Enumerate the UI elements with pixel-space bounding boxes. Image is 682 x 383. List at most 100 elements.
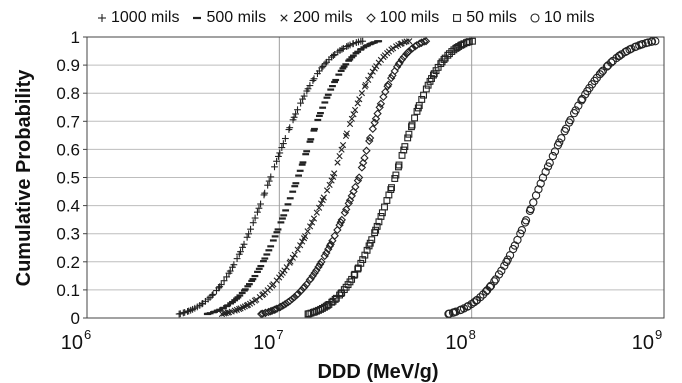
legend-label: 50 mils bbox=[466, 9, 517, 26]
data-point bbox=[401, 39, 408, 46]
data-point bbox=[226, 267, 234, 275]
data-point bbox=[548, 151, 558, 161]
data-point bbox=[299, 95, 307, 103]
y-tick-label: 0.8 bbox=[56, 84, 80, 103]
data-point bbox=[400, 146, 408, 154]
data-point bbox=[503, 255, 512, 264]
data-point bbox=[351, 182, 360, 192]
data-point bbox=[329, 52, 337, 59]
data-point bbox=[377, 213, 385, 220]
data-point bbox=[411, 114, 419, 122]
data-point bbox=[294, 246, 301, 253]
data-point bbox=[314, 262, 323, 272]
legend-dash-icon bbox=[193, 16, 202, 20]
data-point bbox=[405, 130, 413, 138]
data-point bbox=[577, 96, 586, 105]
data-point bbox=[289, 254, 296, 261]
data-point bbox=[451, 307, 461, 316]
x-tick-base: 10 bbox=[445, 332, 467, 354]
data-point bbox=[320, 251, 329, 261]
data-point bbox=[404, 134, 412, 142]
data-point bbox=[264, 307, 273, 317]
data-point bbox=[389, 45, 397, 52]
legend-item-diamond: 100 mils bbox=[365, 9, 439, 27]
data-point bbox=[275, 153, 282, 160]
data-point bbox=[381, 203, 388, 211]
data-point bbox=[334, 159, 341, 166]
data-point bbox=[267, 173, 275, 181]
data-point bbox=[408, 121, 416, 129]
data-point bbox=[401, 143, 409, 151]
data-point bbox=[359, 37, 367, 45]
data-point bbox=[308, 219, 316, 226]
data-point bbox=[302, 280, 311, 289]
data-point bbox=[343, 130, 350, 137]
data-point bbox=[301, 233, 309, 240]
data-point bbox=[208, 291, 216, 299]
data-point bbox=[306, 82, 314, 89]
data-point bbox=[421, 37, 431, 46]
legend-cross-icon bbox=[280, 14, 288, 22]
data-point bbox=[255, 204, 263, 212]
data-point bbox=[571, 106, 580, 115]
x-tick-exponent: 6 bbox=[84, 327, 91, 342]
data-point bbox=[638, 40, 647, 49]
data-point bbox=[351, 106, 359, 114]
data-point bbox=[261, 189, 269, 197]
data-point bbox=[338, 45, 346, 53]
data-point bbox=[310, 75, 318, 83]
data-point bbox=[264, 181, 272, 189]
data-point bbox=[387, 73, 396, 83]
data-point bbox=[541, 167, 550, 176]
y-tick-label: 0.6 bbox=[56, 140, 80, 159]
data-point bbox=[317, 200, 325, 207]
data-point bbox=[291, 251, 298, 258]
data-point bbox=[469, 37, 476, 45]
data-point bbox=[340, 286, 348, 294]
data-point bbox=[627, 44, 636, 53]
legend-circle-icon bbox=[530, 13, 540, 23]
data-point bbox=[408, 123, 415, 131]
data-point bbox=[245, 230, 253, 238]
data-point bbox=[521, 216, 531, 225]
data-point bbox=[365, 76, 372, 83]
data-point bbox=[365, 133, 375, 143]
data-point bbox=[379, 92, 388, 102]
data-point bbox=[366, 239, 374, 247]
data-point bbox=[330, 173, 337, 181]
data-point bbox=[651, 37, 660, 46]
data-point bbox=[606, 58, 616, 67]
data-point bbox=[300, 92, 308, 100]
data-point bbox=[338, 146, 345, 153]
data-point bbox=[545, 158, 554, 168]
data-point bbox=[283, 264, 290, 271]
data-point bbox=[306, 274, 315, 283]
legend-label: 200 mils bbox=[293, 9, 353, 26]
y-tick-labels: 0 0.1 0.2 0.3 0.4 0.5 0.6 0.7 0.8 0.9 1 bbox=[56, 28, 87, 328]
data-point bbox=[243, 233, 251, 241]
legend-item-plus: 1000 mils bbox=[96, 9, 179, 27]
data-point bbox=[181, 309, 189, 316]
legend-item-cross: 200 mils bbox=[278, 9, 353, 27]
data-point bbox=[358, 158, 368, 168]
y-tick-label: 0.5 bbox=[56, 169, 80, 188]
data-point bbox=[346, 41, 354, 49]
y-tick-label: 0.2 bbox=[56, 253, 80, 272]
legend-label: 1000 mils bbox=[111, 9, 180, 26]
grid-lines bbox=[86, 36, 665, 319]
legend-item-circle: 10 mils bbox=[529, 9, 595, 27]
data-point bbox=[281, 135, 289, 142]
y-axis-title: Cumulative Probability bbox=[13, 69, 35, 287]
data-point bbox=[354, 100, 361, 107]
data-point bbox=[490, 277, 499, 286]
x-tick-labels: 10 6 10 7 10 8 10 9 bbox=[61, 327, 662, 354]
data-point bbox=[98, 14, 106, 22]
data-point bbox=[331, 170, 338, 177]
data-point bbox=[336, 218, 345, 227]
data-point bbox=[557, 134, 566, 143]
x-tick-exponent: 9 bbox=[655, 327, 662, 342]
data-point bbox=[517, 225, 527, 235]
data-point bbox=[647, 37, 657, 46]
data-point bbox=[388, 184, 395, 192]
data-point bbox=[288, 294, 297, 304]
